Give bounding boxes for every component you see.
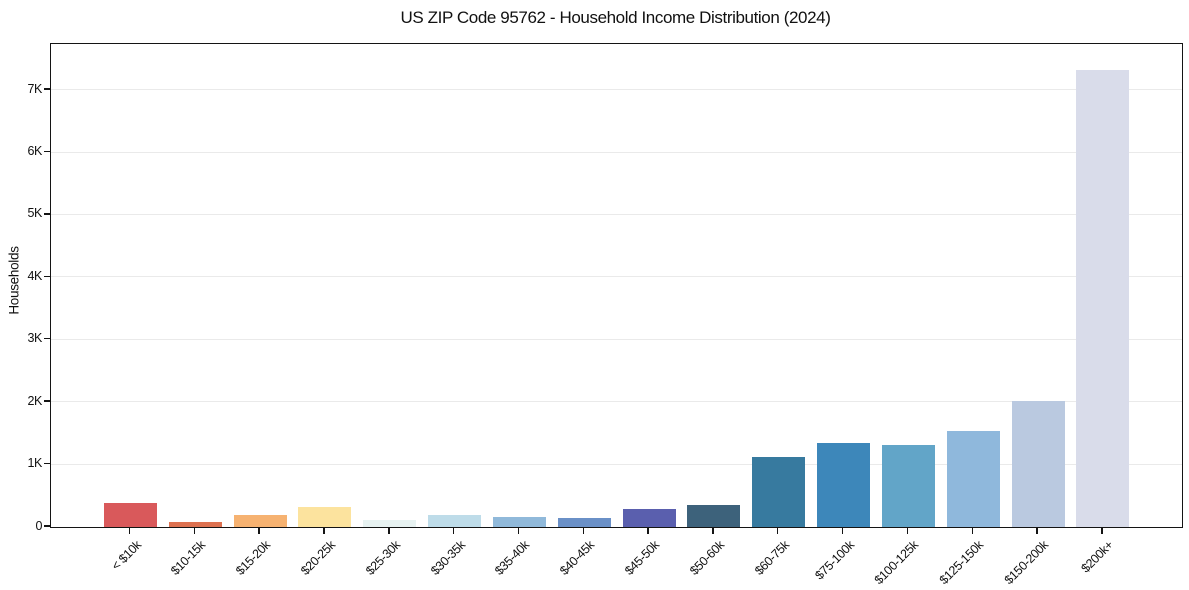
y-tick-mark bbox=[44, 150, 50, 153]
bar-25-30k bbox=[363, 520, 417, 527]
y-tick-label: 1K bbox=[27, 456, 43, 471]
x-tick-label: $125-150k bbox=[937, 538, 987, 588]
x-tick-mark bbox=[777, 527, 779, 534]
bar-15-20k bbox=[233, 515, 287, 527]
x-tick-label: $20-25k bbox=[298, 538, 338, 578]
x-tick-mark bbox=[388, 527, 390, 534]
x-tick-mark bbox=[841, 527, 844, 534]
bar-60-75k bbox=[752, 457, 806, 527]
gridline-5K bbox=[51, 214, 1182, 215]
y-tick-mark bbox=[44, 213, 50, 215]
x-tick-label: $100-125k bbox=[872, 538, 922, 588]
x-tick-mark bbox=[258, 527, 260, 534]
bar-50-60k bbox=[687, 504, 741, 527]
gridline-1K bbox=[51, 463, 1182, 465]
x-tick-mark bbox=[971, 527, 973, 534]
x-tick-mark bbox=[1101, 527, 1103, 534]
bar-125-150k bbox=[946, 430, 1000, 527]
bar-10k bbox=[104, 503, 157, 527]
x-tick-label: $30-35k bbox=[427, 538, 468, 578]
x-tick-label: $10-15k bbox=[168, 538, 209, 578]
y-tick-label: 5K bbox=[27, 206, 43, 221]
x-tick-label: $200k+ bbox=[1078, 538, 1116, 576]
gridline-4K bbox=[51, 276, 1182, 278]
x-tick-label: $25-30k bbox=[362, 538, 403, 578]
x-tick-label: $150-200k bbox=[1001, 538, 1052, 588]
x-tick-mark bbox=[323, 527, 325, 534]
gridline-2K bbox=[51, 401, 1182, 403]
bar-30-35k bbox=[428, 515, 482, 527]
bar-40-45k bbox=[557, 518, 611, 527]
gridline-7K bbox=[51, 89, 1182, 91]
y-tick-label: 2K bbox=[27, 393, 43, 408]
bar-150-200k bbox=[1011, 400, 1065, 527]
bar-10-15k bbox=[168, 522, 222, 527]
y-tick-label: 7K bbox=[27, 81, 43, 96]
bar-100-125k bbox=[881, 444, 935, 527]
y-tick-mark bbox=[44, 462, 50, 465]
x-tick-mark bbox=[582, 527, 584, 534]
bar-75-100k bbox=[817, 442, 871, 527]
x-tick-mark bbox=[452, 527, 455, 534]
gridline-3K bbox=[51, 338, 1182, 340]
y-tick-mark bbox=[44, 275, 50, 278]
x-tick-mark bbox=[193, 527, 196, 534]
y-tick-label: 0 bbox=[35, 518, 42, 533]
bar-35-40k bbox=[492, 516, 546, 527]
bar-45-50k bbox=[622, 508, 676, 527]
y-tick-label: 3K bbox=[27, 331, 43, 346]
y-tick-mark bbox=[44, 400, 50, 402]
x-tick-label: $35-40k bbox=[492, 538, 533, 578]
x-tick-label: < $10k bbox=[108, 538, 144, 573]
bar-20-25k bbox=[298, 506, 352, 527]
x-tick-label: $60-75k bbox=[751, 538, 792, 578]
plot-area bbox=[50, 43, 1183, 528]
y-tick-mark bbox=[44, 88, 50, 90]
y-tick-label: 4K bbox=[27, 268, 43, 283]
x-tick-mark bbox=[1036, 527, 1038, 534]
x-tick-mark bbox=[128, 527, 131, 534]
gridline-6K bbox=[51, 151, 1182, 153]
y-tick-mark bbox=[44, 525, 50, 527]
x-tick-mark bbox=[906, 527, 909, 534]
y-tick-label: 6K bbox=[27, 144, 43, 159]
x-tick-label: $45-50k bbox=[622, 538, 663, 578]
x-tick-mark bbox=[712, 527, 714, 534]
x-tick-mark bbox=[517, 527, 520, 534]
x-tick-label: $50-60k bbox=[687, 538, 727, 578]
chart-title: US ZIP Code 95762 - Household Income Dis… bbox=[400, 8, 831, 27]
x-tick-mark bbox=[647, 527, 649, 534]
y-tick-mark bbox=[44, 338, 50, 340]
x-tick-label: $40-45k bbox=[557, 538, 598, 578]
x-tick-label: $15-20k bbox=[233, 538, 274, 578]
x-tick-label: $75-100k bbox=[812, 538, 857, 583]
bar-200k bbox=[1076, 69, 1130, 527]
